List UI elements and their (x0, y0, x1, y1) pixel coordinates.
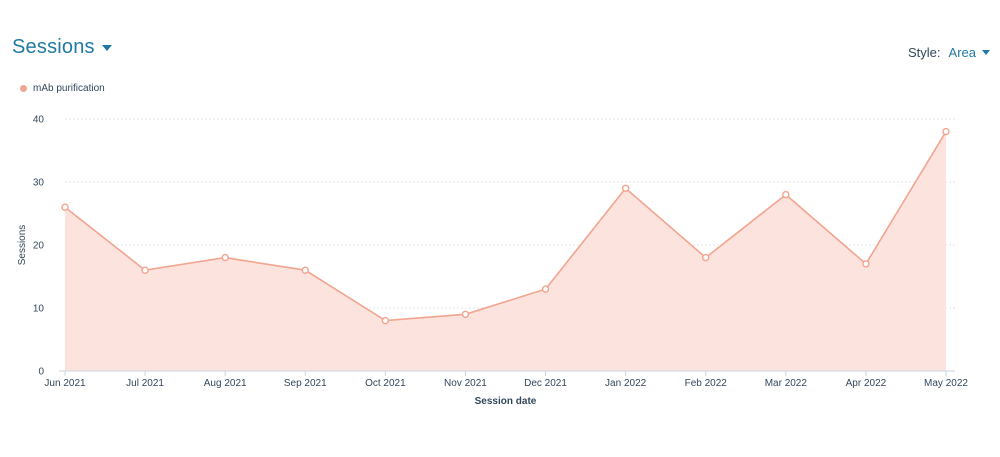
x-tick-label: Jun 2021 (44, 378, 86, 389)
x-tick-label: Apr 2022 (846, 378, 887, 389)
data-point (461, 310, 470, 318)
data-point (782, 190, 790, 199)
y-tick-label: 20 (33, 241, 45, 252)
y-tick-label: 40 (33, 115, 45, 126)
data-point (541, 285, 550, 293)
data-point (221, 253, 229, 262)
data-point (141, 266, 149, 274)
x-tick-label: Aug 2021 (204, 378, 247, 389)
y-tick-label: 0 (38, 367, 44, 378)
chart-title: Sessions (12, 36, 95, 58)
x-tick-label: Dec 2021 (524, 378, 567, 389)
x-tick-label: Sep 2021 (284, 378, 327, 389)
data-point (301, 266, 309, 274)
data-points (61, 127, 950, 325)
x-tick-label: Feb 2022 (685, 378, 728, 389)
x-tick-label: May 2022 (924, 378, 968, 389)
legend: mAb purification (20, 83, 105, 94)
axes (59, 370, 955, 376)
y-axis-title: Sessions (17, 225, 28, 266)
style-selector[interactable]: Style: Area (908, 45, 990, 60)
x-tick-label: Jul 2021 (126, 378, 164, 389)
legend-marker (20, 85, 27, 92)
style-label: Style: (908, 45, 941, 60)
style-value[interactable]: Area (948, 45, 976, 60)
chevron-down-icon (982, 50, 990, 55)
area-series (64, 131, 947, 371)
y-tick-label: 10 (33, 304, 45, 315)
tick-labels: 0 10 20 30 40 Jun 2021 Jul 2021 Aug 2021 Sep 202… (33, 115, 969, 390)
data-point (61, 203, 69, 211)
x-tick-label: Jan 2022 (605, 378, 647, 389)
area-fill (65, 131, 946, 371)
data-point (381, 316, 390, 325)
data-point (942, 127, 950, 136)
data-point (621, 184, 630, 193)
data-point (862, 260, 870, 268)
data-point (702, 253, 710, 262)
y-tick-label: 30 (33, 178, 45, 189)
x-tick-label: Mar 2022 (765, 378, 808, 389)
chart-title-dropdown[interactable]: Sessions (12, 36, 112, 59)
chevron-down-icon (101, 44, 112, 51)
x-axis-title: Session date (475, 396, 537, 407)
legend-label: mAb purification (33, 83, 105, 94)
series-line (64, 131, 947, 322)
x-tick-label: Nov 2021 (444, 378, 487, 389)
x-tick-label: Oct 2021 (365, 378, 406, 389)
